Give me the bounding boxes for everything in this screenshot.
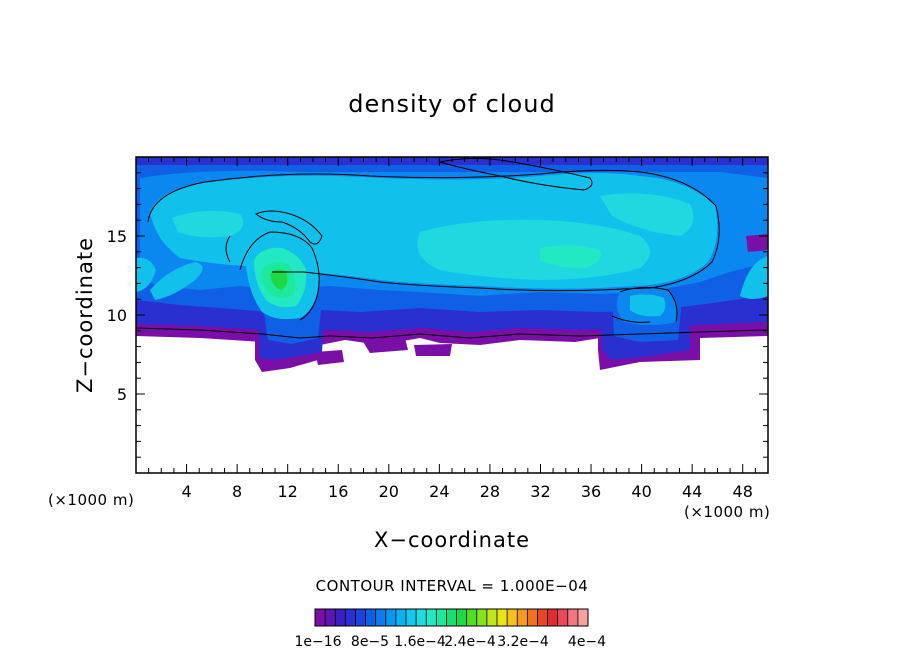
y-unit-label: (×1000 m) bbox=[48, 491, 134, 509]
y-axis-title: Z−coordinate bbox=[73, 237, 97, 393]
colorbar-swatch bbox=[335, 609, 346, 626]
contour-line bbox=[225, 231, 320, 321]
y-tick-label: 15 bbox=[107, 227, 127, 246]
cloud-density-field bbox=[136, 157, 768, 372]
x-tick-label: 20 bbox=[379, 482, 399, 501]
colorbar-swatch bbox=[315, 609, 326, 626]
cloud-fragment bbox=[362, 338, 408, 353]
axis-ticks bbox=[136, 157, 768, 473]
anvil-teal-patch bbox=[540, 245, 601, 268]
colorbar-frame bbox=[314, 608, 589, 627]
colorbar-swatch bbox=[385, 609, 397, 626]
x-unit-label: (×1000 m) bbox=[684, 503, 770, 521]
anvil-light-cyan bbox=[172, 210, 244, 238]
colorbar-swatch bbox=[345, 609, 356, 626]
colorbar-swatch bbox=[456, 609, 467, 626]
colorbar-swatch bbox=[406, 609, 417, 626]
colorbar-swatch bbox=[436, 609, 447, 626]
right-side-lobe bbox=[740, 256, 768, 299]
chart-title: density of cloud bbox=[348, 90, 555, 118]
colorbar-swatch bbox=[476, 609, 488, 626]
x-tick-label: 40 bbox=[631, 482, 651, 501]
colorbar-swatch bbox=[557, 609, 569, 626]
x-tick-label: 8 bbox=[232, 482, 242, 501]
contour-line bbox=[255, 210, 323, 245]
colorbar bbox=[314, 608, 589, 627]
x-tick-label: 16 bbox=[328, 482, 348, 501]
x-tick-label: 44 bbox=[682, 482, 702, 501]
colorbar-swatch bbox=[517, 609, 528, 626]
x-tick-label: 24 bbox=[429, 482, 449, 501]
contour-line bbox=[611, 286, 678, 323]
colorbar-label: 8e−5 bbox=[351, 634, 389, 650]
colorbar-swatch bbox=[325, 609, 336, 626]
colorbar-swatch bbox=[375, 609, 387, 626]
colorbar-swatch bbox=[395, 609, 407, 626]
x-tick-labels: 4 8 12 16 20 24 28 32 36 40 44 48 bbox=[181, 482, 752, 501]
colorbar-swatch bbox=[527, 609, 538, 626]
contour-line bbox=[147, 169, 720, 292]
colorbar-swatch bbox=[486, 609, 498, 626]
colorbar-swatch bbox=[547, 609, 558, 626]
x-tick-label: 28 bbox=[480, 482, 500, 501]
colorbar-swatch bbox=[446, 609, 457, 626]
x-tick-label: 48 bbox=[733, 482, 753, 501]
y-tick-label: 5 bbox=[117, 385, 127, 404]
x-axis-title: X−coordinate bbox=[374, 528, 530, 552]
colorbar-swatch bbox=[355, 609, 366, 626]
colorbar-swatch bbox=[426, 609, 437, 626]
x-tick-label: 36 bbox=[581, 482, 601, 501]
colorbar-label: 1e−16 bbox=[294, 634, 341, 650]
updraft-tower-core bbox=[270, 269, 288, 290]
colorbar-label: 4e−4 bbox=[568, 634, 606, 650]
x-tick-label: 32 bbox=[530, 482, 550, 501]
colorbar-label: 3.2e−4 bbox=[497, 634, 549, 650]
colorbar-swatch bbox=[537, 609, 548, 626]
colorbar-swatch bbox=[416, 609, 427, 626]
anvil-light-cyan bbox=[600, 193, 694, 236]
colorbar-labels: 1e−16 8e−5 1.6e−42.4e−4 3.2e−4 4e−4 bbox=[294, 634, 606, 650]
contour-interval-label: CONTOUR INTERVAL = 1.000E−04 bbox=[316, 577, 589, 595]
colorbar-swatch bbox=[507, 609, 518, 626]
right-band-violet bbox=[746, 234, 768, 252]
contour-line bbox=[439, 157, 593, 191]
x-tick-label: 4 bbox=[181, 482, 191, 501]
colorbar-label: 1.6e−4 bbox=[394, 634, 446, 650]
colorbar-swatch bbox=[466, 609, 478, 626]
left-side-lobe bbox=[150, 262, 203, 300]
downdraft-tower-cyan bbox=[630, 294, 666, 317]
colorbar-swatch bbox=[577, 609, 589, 626]
x-tick-label: 12 bbox=[278, 482, 298, 501]
contour-line bbox=[136, 327, 768, 339]
colorbar-label: 2.4e−4 bbox=[444, 634, 496, 650]
colorbar-swatch bbox=[365, 609, 376, 626]
cloud-fragment bbox=[315, 350, 344, 365]
colorbar-swatch bbox=[497, 609, 508, 626]
y-tick-label: 10 bbox=[107, 306, 127, 325]
y-tick-labels: 5 10 15 bbox=[107, 227, 127, 404]
cloud-fragment bbox=[414, 344, 452, 356]
colorbar-swatch bbox=[567, 609, 579, 626]
